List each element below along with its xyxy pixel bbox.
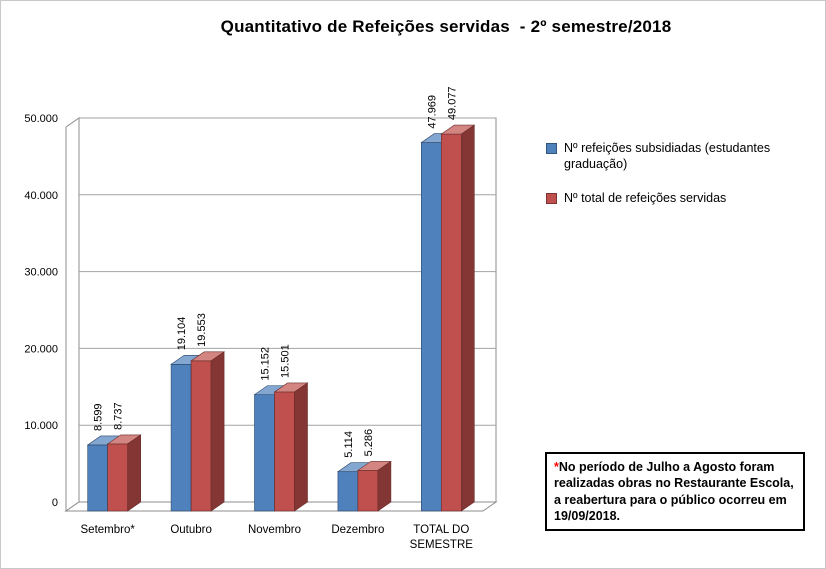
bar-front-face — [357, 470, 379, 512]
bar-front-face — [107, 443, 128, 512]
legend-item-series1: Nº refeições subsidiadas (estudantes gra… — [546, 140, 808, 172]
bar-value-label: 19.553 — [196, 313, 208, 347]
bar-series2 — [440, 124, 476, 512]
category-label: Outubro — [170, 524, 212, 536]
legend-label-series2: Nº total de refeições servidas — [564, 191, 727, 205]
bar-front-face — [337, 471, 359, 512]
y-tick-label: 30.000 — [24, 267, 58, 279]
legend-label-series1: Nº refeições subsidiadas (estudantes gra… — [564, 141, 771, 171]
legend-swatch-series2 — [546, 193, 557, 204]
y-tick-label: 0 — [52, 497, 58, 509]
bar-front-face — [170, 363, 192, 512]
bar-series2 — [106, 434, 142, 512]
legend-item-series2: Nº total de refeições servidas — [546, 190, 808, 206]
chart-title: Quantitativo de Refeições servidas - 2º … — [220, 17, 672, 36]
bar-series2 — [273, 382, 309, 512]
category-label: TOTAL DO SEMESTRE — [410, 524, 474, 551]
bar-value-label: 15.152 — [260, 347, 272, 381]
category-label: Novembro — [248, 524, 301, 536]
legend-swatch-series1 — [546, 143, 557, 154]
bar-value-label: 5.114 — [343, 431, 355, 458]
bar-side-face — [460, 124, 475, 512]
bar-side-face — [377, 460, 392, 512]
bar-value-label: 49.077 — [446, 86, 458, 120]
category-label: Dezembro — [331, 524, 384, 536]
annotation-text: No período de Julho a Agosto foram reali… — [554, 460, 794, 523]
legend: Nº refeições subsidiadas (estudantes gra… — [546, 140, 808, 224]
bar-value-label: 15.501 — [280, 344, 292, 378]
bar-front-face — [254, 394, 275, 512]
bar-value-label: 8.599 — [93, 403, 105, 431]
bar-front-face — [87, 444, 108, 512]
y-tick-label: 50.000 — [24, 113, 58, 125]
bar-side-face — [294, 382, 308, 512]
bar-side-face — [127, 434, 141, 512]
y-tick-label: 20.000 — [24, 343, 58, 355]
bar-side-face — [210, 351, 225, 512]
bar-value-label: 19.104 — [176, 317, 188, 351]
chart-side-wall — [65, 117, 80, 512]
annotation-asterisk: * — [554, 460, 559, 474]
bar-series2 — [190, 351, 226, 512]
category-label: Setembro* — [81, 524, 136, 536]
bar-front-face — [440, 133, 462, 512]
bar-front-face — [190, 360, 212, 512]
bar-value-label: 47.969 — [426, 95, 438, 129]
bar-value-label: 8.737 — [113, 402, 125, 430]
bar-series2 — [356, 460, 392, 512]
y-tick-label: 40.000 — [24, 190, 58, 202]
bar-front-face — [420, 142, 442, 512]
bar-value-label: 5.286 — [363, 429, 375, 457]
y-tick-label: 10.000 — [24, 420, 58, 432]
bar-front-face — [274, 391, 295, 512]
annotation-box: *No período de Julho a Agosto foram real… — [545, 452, 805, 531]
